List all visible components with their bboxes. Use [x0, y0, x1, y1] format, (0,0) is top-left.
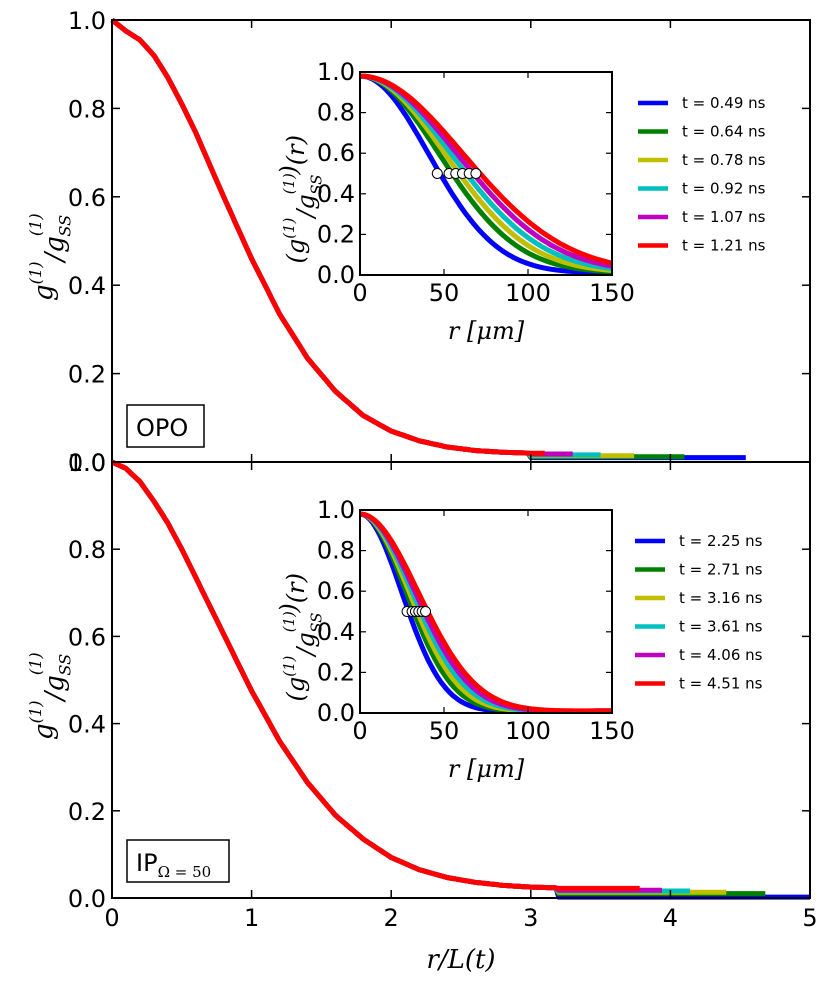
panel-tag-label: IPΩ = 50 — [136, 849, 211, 881]
legend-entry: t = 0.92 ns — [682, 180, 766, 198]
inset-series-6 — [360, 73, 613, 266]
x-tick-label: 5 — [802, 904, 817, 932]
y-axis-label: g(1)/g(1) SS — [26, 213, 75, 301]
legend-entry: t = 0.78 ns — [682, 151, 766, 169]
inset-bottom: 0.0 0.2 0.4 0.6 0.8 1.0 0 50 100 150 r [μm] (g(1)/g… — [275, 496, 635, 783]
x-tick-label: 3 — [523, 904, 538, 932]
inset-x-tick-label: 0 — [352, 717, 367, 745]
panel-tag-box — [126, 404, 205, 448]
y-tick-label: 0.4 — [68, 272, 106, 300]
legend-entry: t = 2.25 ns — [679, 532, 763, 550]
main-series-6 — [110, 459, 640, 891]
y-tick-label: 0.2 — [68, 798, 106, 826]
inset-x-tick-label: 150 — [589, 279, 635, 307]
axes-frame — [111, 461, 811, 899]
legend-entry: t = 2.71 ns — [679, 561, 763, 579]
inset-series-1 — [359, 73, 612, 276]
inset-x-axis-label: r [μm] — [448, 317, 525, 345]
inset-y-tick-label: 0.2 — [317, 658, 355, 686]
legend-entry: t = 4.51 ns — [679, 675, 763, 693]
legend-entry: t = 1.21 ns — [682, 237, 766, 255]
legend-entry: t = 0.49 ns — [682, 94, 766, 112]
inset-x-tick-label: 100 — [505, 717, 551, 745]
y-tick-label: 1.0 — [68, 449, 106, 477]
legend-entry: t = 3.61 ns — [679, 618, 763, 636]
y-tick-label: 0.0 — [68, 885, 106, 913]
legend-entry: t = 3.16 ns — [679, 589, 763, 607]
legend: t = 2.25 ns t = 2.71 ns t = 3.16 ns t = 3.6… — [635, 532, 763, 693]
inset-y-tick-label: 0.0 — [317, 699, 355, 727]
inset-y-tick-label: 0.8 — [317, 99, 355, 127]
legend-entry: t = 1.07 ns — [682, 208, 766, 226]
inset-y-tick-label: 1.0 — [317, 58, 355, 86]
main-series-6 — [110, 18, 545, 456]
y-tick-label: 1.0 — [68, 7, 106, 35]
svg-text:g(1)/g(1)SS: g(1)/g(1) SS — [26, 213, 75, 301]
panel-bottom: 0.0 0.2 0.4 0.6 0.8 1.0 0 1 2 3 4 5 g(1)/g(1) SS r/L(t… — [26, 449, 818, 975]
inset-y-tick-label: 0.0 — [317, 261, 355, 289]
inset-x-tick-label: 150 — [589, 717, 635, 745]
x-axis-label: r/L(t) — [426, 945, 495, 975]
y-tick-label: 0.0 — [68, 449, 106, 477]
y-axis-label: g(1)/g(1) SS — [26, 652, 75, 740]
inset-x-axis-label: r [μm] — [448, 755, 525, 783]
y-tick-label: 0.4 — [68, 711, 106, 739]
x-tick-label: 4 — [663, 904, 678, 932]
panel-tag-box — [126, 839, 230, 883]
inset-y-axis-label: (g(1)/g(1) SS)(r) — [275, 573, 325, 701]
svg-text:(g(1)/g(1)SS)(r): (g(1)/g(1) SS)(r) — [275, 573, 325, 701]
inset-y-tick-label: 0.4 — [317, 180, 355, 208]
inset-series-6 — [359, 511, 613, 714]
inset-x-tick-label: 50 — [429, 279, 460, 307]
legend: t = 0.49 ns t = 0.64 ns t = 0.78 ns t = 0.9… — [638, 94, 766, 255]
inset-top: 0.0 0.2 0.4 0.6 0.8 1.0 0 50 100 150 r [μm] (g(1)/g… — [275, 58, 635, 345]
y-tick-label: 0.8 — [68, 536, 106, 564]
inset-y-tick-label: 0.2 — [317, 220, 355, 248]
svg-text:g(1)/g(1)SS: g(1)/g(1) SS — [26, 652, 75, 740]
inset-x-tick-label: 0 — [352, 279, 367, 307]
inset-x-tick-label: 50 — [429, 717, 460, 745]
panel-top: 0.00.20.40.60.81.0g(1)/g(1) SSOPO0.00.20.… — [26, 7, 811, 477]
inset-y-tick-label: 1.0 — [317, 496, 355, 524]
inset-y-tick-label: 0.6 — [317, 577, 355, 605]
half-width-marker — [420, 606, 432, 617]
inset-y-tick-label: 0.4 — [317, 618, 355, 646]
y-tick-label: 0.6 — [68, 184, 106, 212]
y-tick-label: 0.8 — [68, 95, 106, 123]
legend-entry: t = 0.64 ns — [682, 123, 766, 141]
svg-text:(g(1)/g(1)SS)(r): (g(1)/g(1) SS)(r) — [275, 135, 325, 263]
half-width-marker — [470, 168, 482, 179]
inset-y-axis-label: (g(1)/g(1) SS)(r) — [275, 135, 325, 263]
inset-x-tick-label: 100 — [505, 279, 551, 307]
inset-y-tick-label: 0.8 — [317, 537, 355, 565]
y-tick-label: 0.6 — [68, 623, 106, 651]
x-tick-label: 1 — [244, 904, 259, 932]
panel-tag-label: OPO — [136, 414, 188, 442]
half-width-marker — [431, 168, 443, 179]
y-tick-label: 0.2 — [68, 361, 106, 389]
x-tick-label: 0 — [104, 904, 119, 932]
legend-entry: t = 4.06 ns — [679, 646, 763, 664]
x-tick-label: 2 — [384, 904, 399, 932]
inset-y-tick-label: 0.6 — [317, 139, 355, 167]
